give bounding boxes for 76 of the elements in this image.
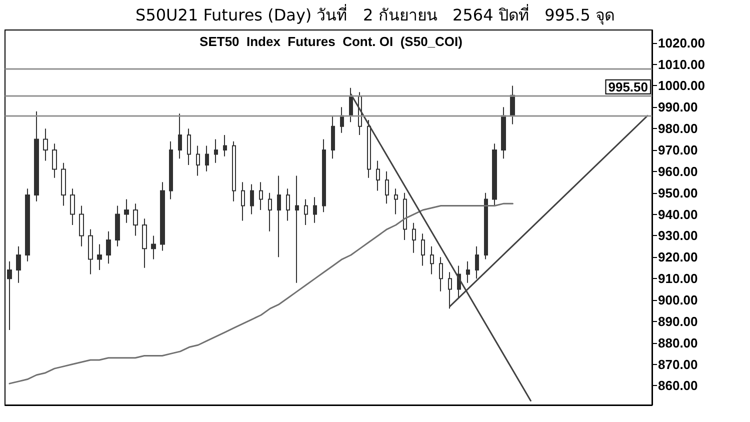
candlestick (277, 175, 281, 258)
y-tick-label: 1000.00 (658, 78, 705, 94)
candlestick (367, 120, 371, 178)
candlestick (241, 182, 245, 222)
candlestick (142, 218, 147, 268)
candlestick (16, 246, 21, 284)
candlestick (439, 256, 443, 292)
y-tick-label: 970.00 (658, 142, 698, 158)
candlestick (448, 272, 452, 310)
candlestick (124, 198, 129, 224)
candlestick (214, 138, 218, 164)
y-tick-label: 870.00 (658, 356, 698, 372)
candlestick (376, 160, 380, 192)
y-tick-label: 1020.00 (658, 35, 705, 50)
candlestick (322, 138, 326, 213)
candlestick (187, 128, 191, 166)
candlestick (295, 175, 299, 284)
y-tick-label: 880.00 (658, 335, 698, 350)
candlestick (151, 235, 156, 260)
candlestick (286, 188, 290, 222)
candlestick (394, 188, 398, 215)
y-tick-label: 920.00 (658, 250, 698, 265)
candlestick (250, 184, 254, 215)
candlestick (466, 260, 470, 284)
y-tick-label: 990.00 (658, 100, 698, 115)
y-tick-label: 980.00 (658, 121, 698, 136)
candlestick (475, 246, 479, 280)
candlestick (313, 196, 317, 224)
chart-title: S50U21 Futures (Day) วันที่ 2 กันยายน 2564 ปิดที่ 995.5 จุด (136, 4, 614, 26)
candlestick (492, 143, 497, 206)
candlestick (430, 246, 434, 275)
y-tick-label: 860.00 (658, 378, 698, 394)
candlestick (196, 145, 200, 176)
candlestick (331, 115, 335, 160)
candlestick (340, 106, 344, 134)
candlestick (70, 188, 75, 226)
candlestick (178, 113, 182, 160)
y-tick-label: 910.00 (658, 271, 698, 286)
ref-line-label: 995.50 (608, 79, 648, 94)
candlestick (115, 205, 120, 247)
candlestick (106, 230, 111, 264)
candlestick (421, 233, 425, 266)
candlestick (304, 198, 308, 226)
chart-subtitle: SET50 Index Futures Cont. OI (S50_COI) (200, 34, 462, 49)
candlestick (385, 170, 389, 204)
candlestick (88, 228, 93, 275)
y-tick-label: 890.00 (658, 314, 698, 329)
candlestick (501, 106, 506, 160)
candlestick (205, 145, 209, 172)
candlestick (25, 188, 30, 262)
candlestick (43, 128, 48, 162)
candlestick (169, 140, 173, 200)
y-tick-label: 950.00 (658, 185, 698, 200)
candlestick (259, 182, 263, 210)
y-tick-label: 960.00 (658, 164, 698, 179)
y-tick-label: 900.00 (658, 292, 698, 308)
candlestick (160, 182, 165, 252)
y-tick-label: 930.00 (658, 228, 698, 244)
y-tick-label: 1010.00 (658, 56, 705, 72)
candlestick (232, 140, 236, 202)
candlestick (268, 192, 272, 232)
candlestick (79, 205, 84, 247)
candlestick (97, 244, 102, 270)
candlestick (412, 222, 416, 254)
y-tick-label: 940.00 (658, 206, 698, 222)
line-series (8, 202, 514, 384)
candlestick (510, 85, 515, 125)
candlestick (223, 134, 227, 157)
candlestick (34, 110, 39, 202)
candlestick (61, 162, 66, 206)
candlestick (484, 192, 488, 260)
candlestick (133, 203, 138, 236)
candlestick (52, 143, 57, 178)
candlestick (349, 87, 353, 123)
candlestick (403, 192, 407, 240)
candlestick (7, 260, 12, 330)
